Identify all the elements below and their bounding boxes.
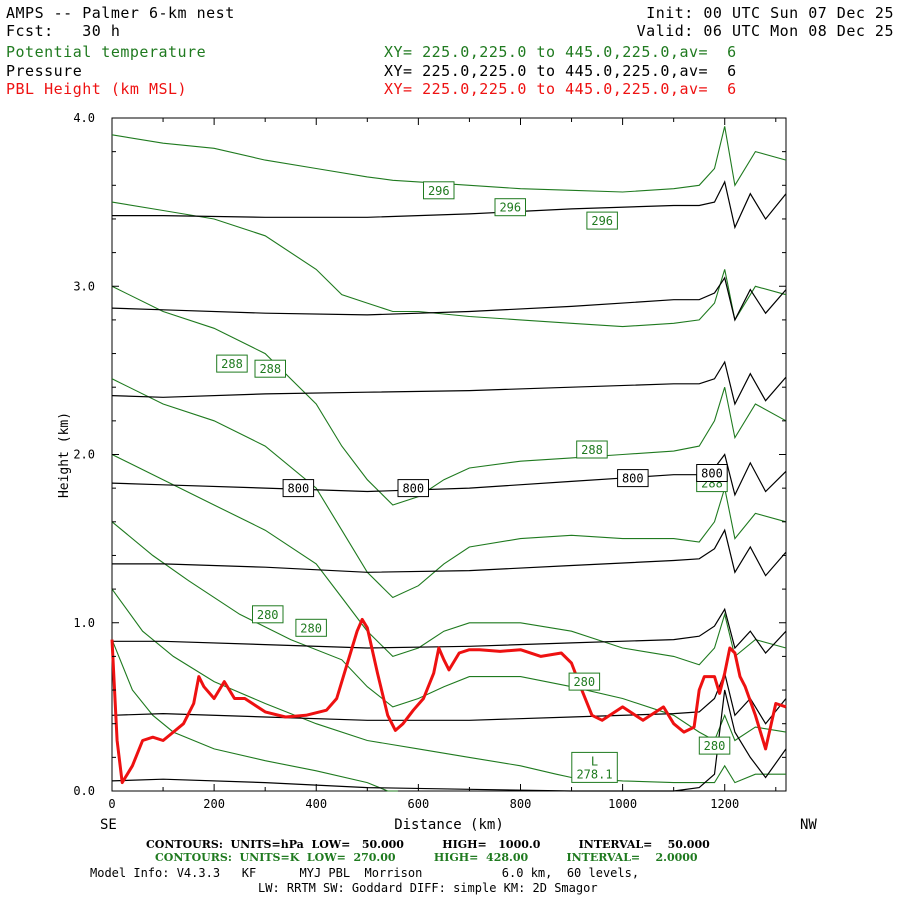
svg-text:280: 280 [704, 739, 726, 753]
theta-contour-line [111, 126, 787, 193]
forecast-hour: Fcst: 30 h [6, 22, 121, 40]
pressure-contour-line [111, 453, 787, 497]
theta-contour-label: 280 [295, 618, 327, 637]
svg-text:280: 280 [257, 608, 279, 622]
svg-text:288: 288 [581, 443, 603, 457]
axis-ticks: 0 200 400 600 800 1000 1200 0.0 1.0 2.0 3.0 4.0 [73, 111, 786, 811]
footer-model-info: Model Info: V4.3.3 KF MYJ PBL Morrison 6… [90, 866, 640, 880]
pressure-contour-line [112, 607, 787, 654]
theta-contour-line [111, 454, 787, 666]
field-xy-pressure: XY= 225.0,225.0 to 445.0,225.0,av= 6 [384, 62, 737, 80]
x-axis-label: Distance (km) [394, 817, 504, 833]
theta-contour-label: 280 [568, 672, 601, 691]
init-time: Init: 00 UTC Sun 07 Dec 25 [646, 4, 894, 22]
valid-time: Valid: 06 UTC Mon 08 Dec 25 [636, 22, 894, 40]
theta-contours [111, 126, 787, 792]
theta-contour-label: 296 [586, 211, 618, 230]
x-tick-label: 1000 [608, 797, 637, 811]
field-xy-theta: XY= 225.0,225.0 to 445.0,225.0,av= 6 [384, 43, 737, 61]
pressure-contour-label: 800 [696, 464, 728, 482]
field-xy-pbl: XY= 225.0,225.0 to 445.0,225.0,av= 6 [384, 80, 737, 98]
pressure-contour-line [111, 689, 787, 792]
svg-text:280: 280 [300, 621, 322, 635]
pressure-contour-line [112, 528, 787, 577]
theta-contour-label: 288 [254, 359, 286, 378]
svg-text:296: 296 [499, 201, 521, 215]
pressure-contour-line [111, 360, 787, 406]
svg-text:280: 280 [573, 675, 595, 689]
field-label-pressure: Pressure [6, 62, 83, 80]
svg-text:278.1: 278.1 [576, 767, 612, 781]
pressure-contours [111, 180, 787, 792]
svg-text:800: 800 [622, 472, 644, 486]
pressure-contour-label: 800 [282, 479, 315, 498]
svg-text:296: 296 [428, 184, 450, 198]
y-tick-label: 2.0 [73, 448, 95, 462]
left-end-label: SE [100, 817, 117, 833]
plot-title: AMPS -- Palmer 6-km nest [6, 4, 235, 22]
field-label-theta: Potential temperature [6, 43, 207, 61]
svg-text:800: 800 [701, 467, 723, 481]
theta-contour-label: 296 [423, 181, 455, 200]
theta-contour-line [111, 588, 786, 784]
field-label-pbl: PBL Height (km MSL) [6, 80, 188, 98]
x-tick-label: 0 [108, 797, 115, 811]
svg-text:800: 800 [402, 482, 424, 496]
svg-text:288: 288 [259, 362, 281, 376]
x-tick-label: 1200 [710, 797, 739, 811]
y-tick-label: 3.0 [73, 279, 95, 293]
pressure-contour-line [112, 180, 787, 230]
footer-pressure-contours: CONTOURS: UNITS=hPa LOW= 50.000 HIGH= 10… [146, 838, 710, 851]
theta-contour-line [111, 639, 398, 792]
pressure-contour-line [111, 276, 787, 322]
pressure-contour-label: 800 [617, 469, 649, 488]
theta-contour-line [111, 378, 787, 599]
pbl-height-series [110, 617, 787, 785]
x-tick-label: 800 [510, 797, 532, 811]
y-tick-label: 1.0 [73, 616, 95, 630]
pressure-contour-label: 800 [397, 479, 429, 498]
theta-contour-line [111, 201, 787, 328]
y-axis-label: Height (km) [57, 412, 72, 498]
footer-theta-contours: CONTOURS: UNITS=K LOW= 270.00 HIGH= 428.… [155, 851, 698, 864]
right-end-label: NW [800, 817, 817, 833]
theta-contour-label: 288 [576, 440, 608, 459]
pbl-height-line [110, 617, 787, 785]
svg-text:L: L [591, 754, 598, 768]
y-tick-label: 0.0 [73, 784, 95, 798]
x-tick-label: 400 [305, 797, 327, 811]
theta-contour-label: 280 [698, 736, 731, 755]
svg-text:296: 296 [591, 214, 613, 228]
x-tick-label: 200 [203, 797, 225, 811]
x-tick-label: 600 [408, 797, 430, 811]
y-tick-label: 4.0 [73, 111, 95, 125]
footer-physics-info: LW: RRTM SW: Goddard DIFF: simple KM: 2D… [258, 881, 598, 895]
theta-contour-label: 296 [494, 198, 526, 217]
svg-text:288: 288 [221, 357, 243, 371]
theta-contour-label: 280 [252, 605, 284, 624]
theta-contour-line [111, 521, 787, 742]
svg-text:800: 800 [288, 482, 310, 496]
theta-contour-label: 288 [216, 354, 248, 373]
